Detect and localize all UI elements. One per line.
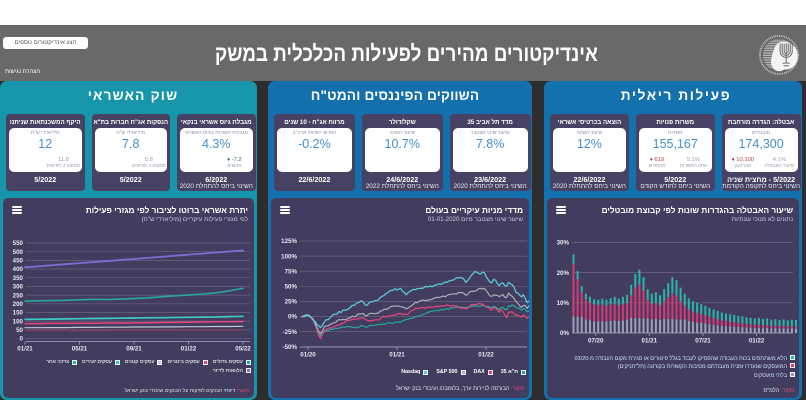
svg-text:50%: 50% (285, 284, 298, 291)
svg-text:20%: 20% (557, 270, 570, 277)
svg-text:300: 300 (13, 284, 24, 291)
svg-text:200: 200 (13, 301, 24, 308)
svg-text:01/21: 01/21 (389, 352, 405, 359)
svg-text:-50%: -50% (283, 344, 298, 351)
svg-text:500: 500 (13, 249, 24, 256)
svg-text:01/22: 01/22 (181, 346, 197, 353)
svg-text:-25%: -25% (283, 329, 298, 336)
svg-text:30%: 30% (557, 240, 570, 247)
svg-text:05/21: 05/21 (72, 346, 88, 353)
svg-text:01/22: 01/22 (478, 352, 494, 359)
svg-text:09/21: 09/21 (126, 346, 142, 353)
svg-text:150: 150 (13, 310, 24, 317)
svg-text:450: 450 (13, 258, 24, 265)
svg-text:01/22: 01/22 (749, 338, 765, 345)
svg-text:0%: 0% (288, 314, 297, 321)
svg-text:0%: 0% (560, 330, 569, 337)
svg-text:125%: 125% (281, 238, 297, 245)
svg-text:350: 350 (13, 275, 24, 282)
svg-text:550: 550 (13, 240, 24, 247)
svg-text:01/21: 01/21 (642, 338, 658, 345)
svg-text:75%: 75% (285, 268, 298, 275)
svg-text:100%: 100% (281, 253, 297, 260)
svg-text:250: 250 (13, 292, 24, 299)
svg-text:100: 100 (13, 318, 24, 325)
svg-text:07/21: 07/21 (695, 338, 711, 345)
svg-text:05/22: 05/22 (235, 346, 251, 353)
svg-text:01/20: 01/20 (300, 352, 316, 359)
svg-text:07/20: 07/20 (588, 338, 604, 345)
svg-text:400: 400 (13, 266, 24, 273)
svg-text:10%: 10% (557, 300, 570, 307)
svg-text:0: 0 (20, 336, 24, 343)
svg-text:25%: 25% (285, 299, 298, 306)
svg-text:01/21: 01/21 (17, 346, 33, 353)
svg-text:50: 50 (16, 327, 23, 334)
